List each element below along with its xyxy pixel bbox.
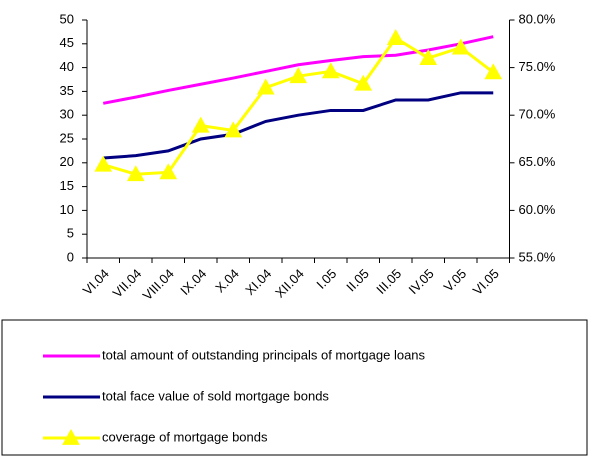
x-tick-label: II.05 (343, 266, 371, 294)
y-tick-label: 10 (60, 202, 74, 217)
series-line (102, 36, 495, 176)
x-tick-label: IV.05 (406, 266, 437, 297)
y-tick-label: 25 (60, 130, 74, 145)
y-tick-label: 30 (60, 107, 74, 122)
x-tick-label: V.05 (441, 266, 470, 295)
y-tick-label: 45 (60, 35, 74, 50)
y-tick-label: 35 (60, 83, 74, 98)
marker (159, 163, 178, 180)
marker (419, 49, 438, 65)
legend-label: coverage of mortgage bonds (102, 429, 268, 444)
x-tick-label: X.04 (212, 266, 242, 296)
marker (289, 67, 308, 84)
y2-tick-label: 70.0% (519, 107, 556, 122)
y2-tick-label: 80.0% (519, 11, 556, 26)
y-tick-label: 0 (67, 249, 74, 264)
legend-label: total face value of sold mortgage bonds (102, 388, 329, 403)
marker (451, 38, 470, 55)
x-tick-label: XII.04 (272, 266, 307, 301)
y2-tick-label: 55.0% (519, 249, 556, 264)
marker (191, 116, 210, 133)
x-tick-label: VI.04 (80, 266, 112, 298)
marker (386, 29, 405, 45)
x-tick-label: I.05 (313, 266, 339, 292)
y-tick-label: 5 (67, 226, 74, 241)
x-tick-label: III.05 (373, 266, 404, 297)
y2-tick-label: 65.0% (519, 154, 556, 169)
legend-box (1, 319, 588, 456)
x-tick-label: VII.04 (110, 266, 145, 301)
y-tick-label: 20 (60, 154, 74, 169)
marker (94, 155, 113, 172)
legend-label: total amount of outstanding principals o… (102, 347, 426, 362)
marker (354, 74, 373, 91)
y-tick-label: 40 (60, 59, 74, 74)
series-line (103, 91, 494, 160)
x-tick-label: XI.04 (242, 266, 274, 298)
x-tick-label: VIII.04 (140, 266, 177, 303)
marker (321, 62, 340, 79)
y2-tick-label: 60.0% (519, 202, 556, 217)
x-tick-label: VI.05 (470, 266, 502, 298)
marker (126, 165, 145, 182)
marker (224, 121, 243, 138)
y-tick-label: 15 (60, 178, 74, 193)
marker (256, 78, 275, 95)
legend-marker (62, 428, 80, 445)
marker (484, 63, 503, 80)
x-tick-label: IX.04 (177, 266, 209, 298)
y2-tick-label: 75.0% (519, 59, 556, 74)
y-tick-label: 50 (60, 11, 74, 26)
